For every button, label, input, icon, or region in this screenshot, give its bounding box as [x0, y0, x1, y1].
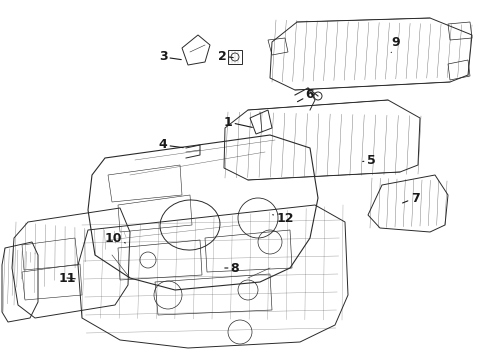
Text: 9: 9 — [390, 36, 400, 53]
Bar — [227, 50, 242, 64]
Text: 10: 10 — [104, 231, 125, 244]
Text: 2: 2 — [217, 49, 233, 63]
Text: 7: 7 — [402, 192, 419, 204]
Text: 5: 5 — [362, 153, 375, 166]
Text: 1: 1 — [223, 116, 252, 129]
Text: 12: 12 — [272, 211, 293, 225]
Text: 6: 6 — [297, 89, 314, 102]
Text: 8: 8 — [224, 261, 239, 274]
Text: 4: 4 — [158, 139, 183, 152]
Text: 3: 3 — [159, 50, 181, 63]
Text: 11: 11 — [58, 271, 76, 284]
